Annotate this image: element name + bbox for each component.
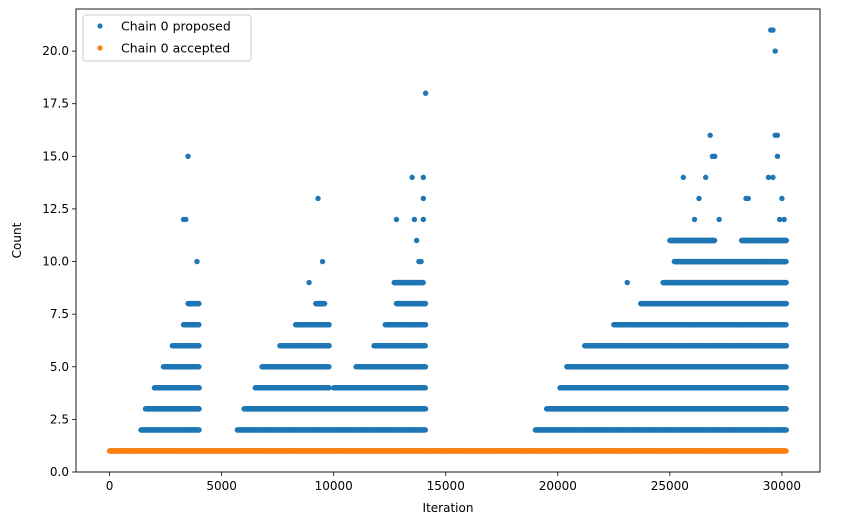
proposed-point <box>326 385 332 391</box>
proposed-point <box>783 385 790 391</box>
proposed-point <box>196 427 202 433</box>
proposed-point <box>422 364 429 370</box>
proposed-point <box>783 406 789 412</box>
proposed-point <box>783 427 789 433</box>
proposed-point <box>196 364 202 370</box>
proposed-point <box>196 385 202 391</box>
proposed-point <box>422 406 429 412</box>
proposed-point <box>326 364 332 370</box>
proposed-point <box>422 427 429 433</box>
proposed-point <box>422 385 428 391</box>
proposed-point <box>196 406 202 412</box>
